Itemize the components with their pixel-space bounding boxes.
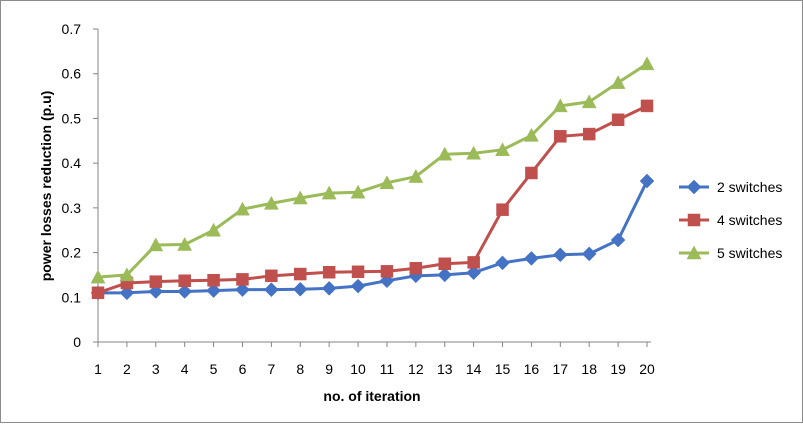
data-point-2-switches	[610, 232, 626, 248]
data-point-5-switches	[350, 184, 366, 199]
legend-label-4-switches: 4 switches	[717, 212, 782, 228]
x-tick-label: 17	[553, 361, 569, 377]
x-tick-label: 10	[350, 361, 366, 377]
data-point-4-switches	[438, 257, 451, 270]
data-point-4-switches	[582, 127, 596, 141]
y-tick-label: 0.6	[62, 66, 82, 82]
data-point-4-switches	[322, 265, 336, 279]
legend-marker-2-switches	[686, 179, 702, 195]
data-point-5-switches	[148, 237, 164, 252]
y-tick-label: 0.3	[62, 200, 82, 216]
x-tick-label: 5	[210, 361, 218, 377]
data-point-5-switches	[581, 94, 597, 109]
x-tick-label: 2	[123, 361, 131, 377]
data-point-4-switches	[351, 265, 365, 279]
data-point-2-switches	[264, 282, 279, 298]
y-tick-label: 0	[73, 334, 81, 350]
data-point-5-switches	[177, 236, 193, 251]
y-axis-title: power losses reduction (p.u)	[38, 91, 54, 282]
x-tick-label: 18	[581, 361, 597, 377]
data-point-2-switches	[206, 283, 221, 298]
x-tick-label: 19	[610, 361, 626, 377]
data-point-2-switches	[639, 173, 655, 189]
data-point-5-switches	[610, 75, 626, 89]
data-point-5-switches	[292, 190, 308, 205]
y-tick-label: 0.2	[62, 245, 82, 261]
data-point-4-switches	[467, 256, 480, 269]
data-point-5-switches	[235, 201, 250, 216]
data-point-4-switches	[525, 166, 538, 180]
data-point-4-switches	[265, 269, 278, 283]
data-point-5-switches	[495, 142, 510, 156]
legend-label-5-switches: 5 switches	[717, 245, 782, 261]
data-point-5-switches	[466, 145, 482, 160]
data-point-2-switches	[321, 280, 337, 296]
x-tick-label: 16	[524, 361, 540, 377]
data-point-5-switches	[119, 267, 135, 282]
data-point-2-switches	[119, 285, 135, 301]
data-point-5-switches	[639, 56, 655, 71]
data-point-4-switches	[380, 265, 394, 278]
x-tick-label: 11	[380, 361, 395, 377]
data-point-4-switches	[236, 273, 249, 286]
data-point-4-switches	[149, 275, 163, 288]
data-point-5-switches	[90, 269, 106, 284]
data-point-2-switches	[437, 267, 453, 283]
x-tick-label: 1	[94, 361, 102, 377]
data-point-2-switches	[177, 284, 193, 299]
data-point-2-switches	[466, 265, 481, 281]
data-point-5-switches	[379, 175, 395, 190]
y-tick-label: 0.4	[62, 155, 82, 171]
data-point-5-switches	[206, 222, 221, 237]
data-point-4-switches	[611, 113, 625, 127]
x-tick-label: 13	[437, 361, 453, 377]
data-point-2-switches	[148, 284, 164, 299]
legend-label-2-switches: 2 switches	[717, 179, 782, 195]
plot-area: 00.10.20.30.40.50.60.71 2 3 4 5 6 7 8 9 10 11 12 13 1…	[62, 21, 655, 377]
x-tick-label: 15	[495, 361, 511, 377]
legend-marker-5-switches	[686, 245, 702, 260]
data-point-4-switches	[91, 286, 105, 300]
data-point-5-switches	[552, 98, 568, 113]
data-point-4-switches	[640, 99, 654, 113]
x-tick-label: 12	[408, 361, 424, 377]
x-tick-label: 6	[239, 361, 247, 377]
data-point-2-switches	[495, 255, 510, 271]
x-tick-label: 8	[296, 361, 304, 377]
data-point-5-switches	[408, 169, 424, 183]
y-tick-label: 0.7	[62, 21, 82, 37]
data-point-4-switches	[409, 261, 423, 275]
data-point-4-switches	[207, 274, 220, 287]
data-point-4-switches	[554, 130, 567, 143]
x-tick-label: 14	[466, 361, 482, 377]
data-point-5-switches	[321, 185, 337, 200]
x-axis-title: no. of iteration	[323, 388, 420, 404]
x-tick-label: 4	[181, 361, 189, 377]
data-point-4-switches	[178, 274, 191, 287]
data-point-5-switches	[524, 127, 539, 142]
data-point-5-switches	[437, 146, 453, 161]
x-tick-label: 7	[267, 361, 275, 377]
data-point-2-switches	[524, 251, 539, 266]
data-point-2-switches	[581, 246, 597, 262]
data-point-2-switches	[552, 247, 568, 263]
legend: 2 switches 4 switches 5 switches	[679, 179, 782, 261]
data-point-2-switches	[292, 281, 308, 297]
y-tick-label: 0.5	[62, 110, 82, 126]
data-point-2-switches	[350, 278, 366, 294]
data-point-2-switches	[235, 282, 250, 298]
x-tick-label: 20	[639, 361, 655, 377]
data-point-5-switches	[263, 195, 279, 210]
data-point-4-switches	[294, 267, 307, 281]
x-tick-label: 3	[152, 361, 160, 377]
data-point-4-switches	[496, 203, 509, 216]
y-tick-label: 0.1	[62, 289, 82, 305]
x-tick-label: 9	[325, 361, 333, 377]
legend-marker-4-switches	[687, 213, 701, 227]
